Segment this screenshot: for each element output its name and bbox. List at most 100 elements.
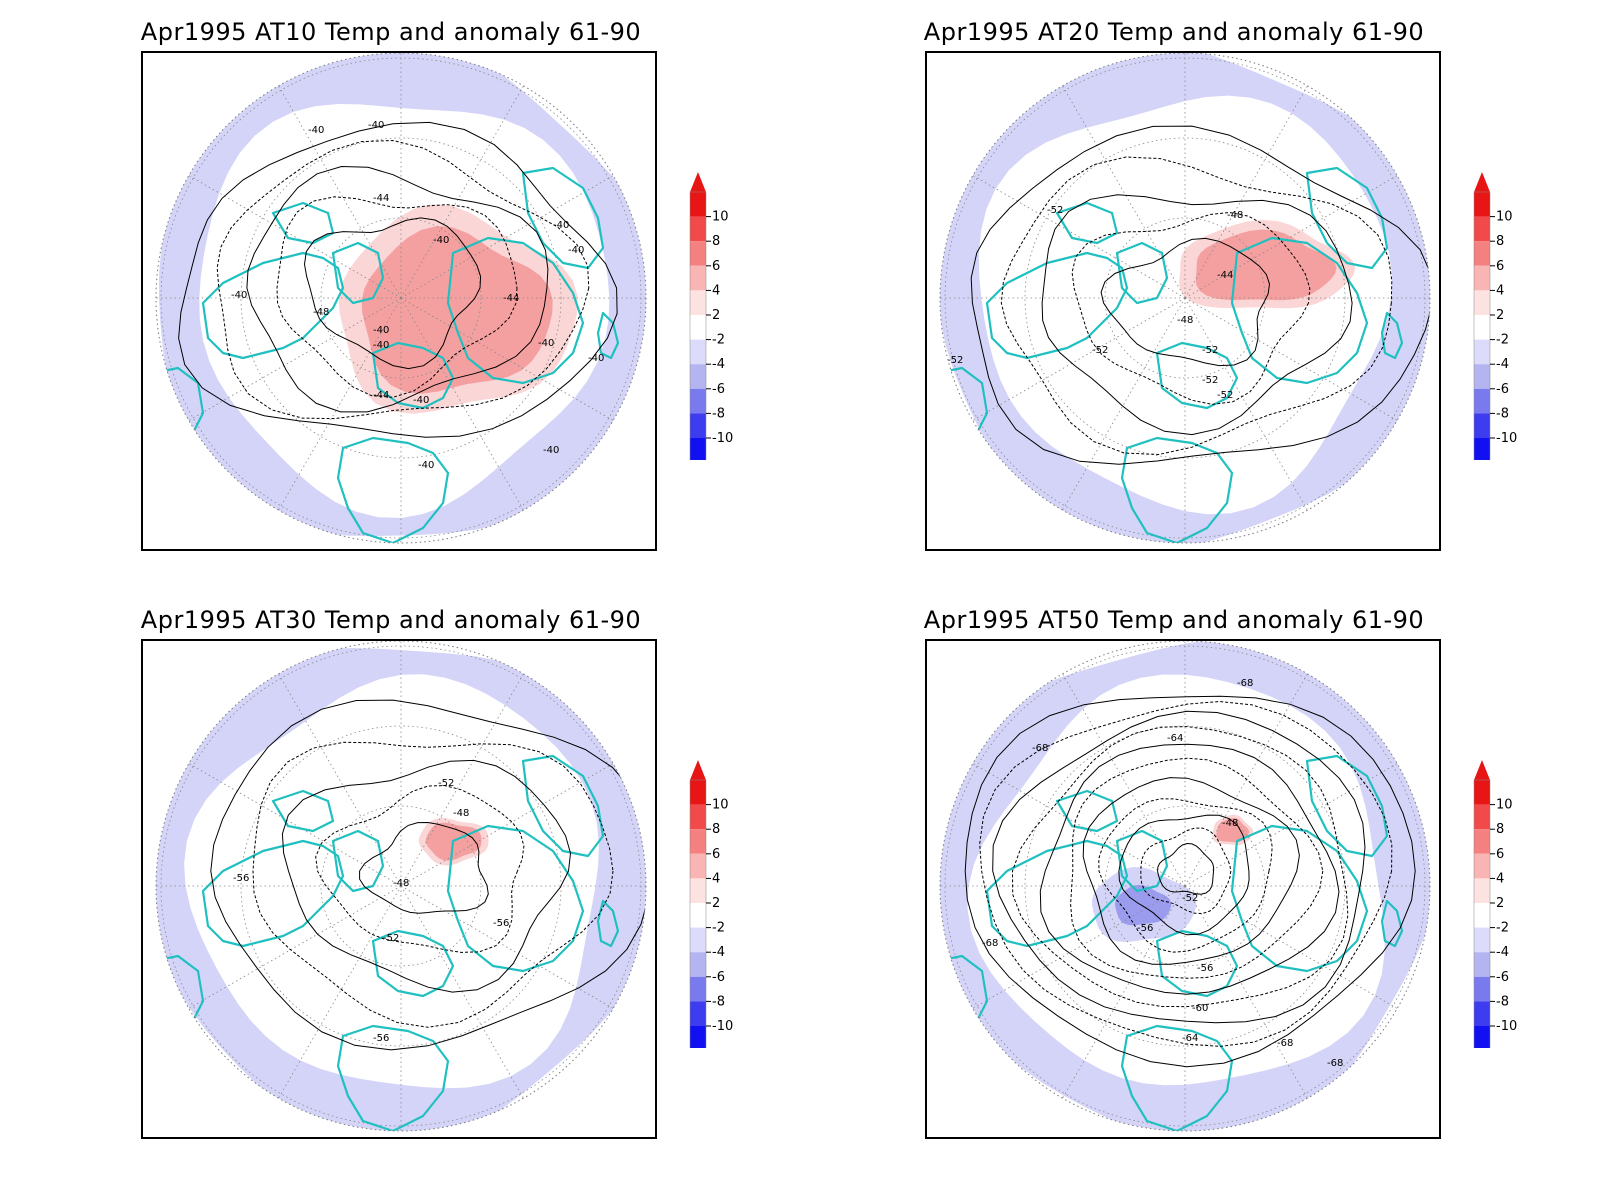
- meridian-line: [972, 885, 1186, 1009]
- panel-2-svg: -52 -48 -44 -48 -52 -52 -52 -52 -52: [939, 53, 1431, 544]
- coastline: [1305, 754, 1389, 858]
- panel-1-map: -40 -40 -44 -40 -40 -40 -40 -48 -40 -44 -40 -40 -44 -…: [141, 51, 657, 551]
- coastline: [1120, 436, 1234, 543]
- contour-label: -40: [368, 120, 384, 131]
- contour-label: -52: [1217, 390, 1233, 401]
- colorbar-label: -4: [712, 945, 725, 960]
- contour-label: -40: [231, 290, 247, 301]
- colorbar-swatch: [690, 976, 706, 1002]
- colorbar-label: 10: [1496, 798, 1513, 813]
- contour-line: [1118, 814, 1250, 936]
- colorbar-swatch: [1474, 413, 1490, 438]
- meridian-line: [400, 885, 614, 1009]
- colorbar-swatch: [1474, 1026, 1490, 1051]
- contour-line: [1082, 777, 1300, 965]
- colorbar-label: 6: [1496, 259, 1504, 274]
- anomaly-warm: [1216, 818, 1249, 843]
- colorbar-label: -6: [712, 382, 725, 397]
- anomaly-cool-strong: [1115, 885, 1172, 926]
- contour-line: [276, 196, 518, 398]
- colorbar-swatch: [690, 1001, 706, 1026]
- contour-label: -44: [373, 193, 389, 204]
- colorbar-swatch: [1474, 339, 1490, 365]
- colorbar-label: -4: [712, 357, 725, 372]
- coastline: [1155, 341, 1239, 410]
- panel-1-svg: -40 -40 -44 -40 -40 -40 -40 -48 -40 -44 -40 -40 -44 -…: [155, 53, 647, 544]
- contour-label: -60: [1192, 1003, 1208, 1014]
- panel-3-map: -52 -48 -56 -48 -52 -56 -56: [141, 639, 657, 1139]
- colorbar-swatch: [690, 780, 706, 805]
- colorbar-swatch: [1474, 853, 1490, 879]
- panel-4-svg: -68 -68 -64 -48 -52 -56 -56 -60 -64 -68 -68 -68: [939, 641, 1431, 1132]
- anomaly-cool-ring: [156, 648, 646, 1131]
- colorbar-swatch: [690, 388, 706, 414]
- coastline: [940, 366, 989, 455]
- colorbar-swatch: [1474, 192, 1490, 217]
- contour-label: -40: [413, 395, 429, 406]
- colorbar-swatch: [1474, 438, 1490, 463]
- colorbar-swatch: [690, 413, 706, 438]
- colorbar-label: 4: [1496, 283, 1504, 298]
- colorbar-arrow-top: [1474, 172, 1490, 192]
- contour-line: [246, 165, 549, 413]
- colorbar-swatch: [690, 438, 706, 463]
- meridian-line: [1184, 297, 1398, 421]
- map-content: -68 -68 -64 -48 -52 -56 -56 -60 -64 -68 -68 -68: [940, 641, 1430, 1131]
- colorbar-swatch: [1474, 780, 1490, 805]
- colorbar-swatch: [1474, 241, 1490, 266]
- latitude-circle: [320, 217, 482, 379]
- contour-label: -48: [1177, 315, 1193, 326]
- contour-label: -56: [493, 918, 509, 929]
- panel-3-colorbar: 10 8 6 4 2 -2 -4 -6 -8 -10: [680, 758, 750, 1071]
- latitude-circle: [320, 805, 482, 967]
- contour-label: -44: [503, 293, 519, 304]
- coastline: [521, 166, 605, 270]
- contour-label: -52: [1202, 345, 1218, 356]
- contour-label: -44: [1217, 270, 1233, 281]
- meridian-line: [1184, 175, 1398, 299]
- colorbar-swatch: [690, 878, 706, 903]
- coastline: [201, 839, 345, 948]
- contour-line: [303, 217, 482, 370]
- colorbar-swatch: [690, 339, 706, 365]
- coastline: [331, 241, 385, 305]
- contour-label: -68: [1237, 678, 1253, 689]
- meridian-line: [400, 885, 524, 1099]
- anomaly-cool-ring: [940, 53, 1430, 543]
- colorbar-label: 4: [1496, 871, 1504, 886]
- coastline: [985, 251, 1129, 360]
- latitude-circle: [1024, 137, 1346, 459]
- panel-1-title: Apr1995 AT10 Temp and anomaly 61-90: [140, 18, 642, 46]
- contour-label: -52: [1182, 893, 1198, 904]
- contour-label: -52: [1047, 205, 1063, 216]
- contour-label: -56: [233, 873, 249, 884]
- colorbar-label: 6: [1496, 847, 1504, 862]
- contour-line: [964, 695, 1416, 1068]
- contour-label: -40: [543, 445, 559, 456]
- globe-edge: [155, 641, 647, 1132]
- colorbar-swatch: [1474, 804, 1490, 830]
- meridian-line: [972, 297, 1186, 421]
- colorbar-swatch: [690, 1026, 706, 1051]
- colorbar-label: -6: [1496, 970, 1509, 985]
- globe-edge: [939, 641, 1431, 1132]
- colorbar-label: -2: [1496, 921, 1509, 936]
- colorbar-label: 4: [712, 871, 720, 886]
- meridian-line: [278, 673, 402, 887]
- coastline: [156, 954, 205, 1043]
- contour-label: -40: [553, 220, 569, 231]
- meridian-line: [972, 175, 1186, 299]
- coastline: [446, 824, 585, 973]
- colorbar-swatch: [1474, 216, 1490, 242]
- colorbar-arrow-top: [690, 760, 706, 780]
- coastline: [331, 829, 385, 893]
- colorbar-swatch: [1474, 829, 1490, 854]
- contour-label: -48: [453, 808, 469, 819]
- colorbar-label: 8: [712, 822, 720, 837]
- colorbar-label: 6: [712, 847, 720, 862]
- colorbar-swatch: [1474, 927, 1490, 953]
- colorbar-swatch: [690, 364, 706, 389]
- coastline: [596, 899, 620, 948]
- panel-2-colorbar: 10 8 6 4 2 -2 -4 -6 -8 -10: [1464, 170, 1534, 483]
- colorbar-label: -6: [1496, 382, 1509, 397]
